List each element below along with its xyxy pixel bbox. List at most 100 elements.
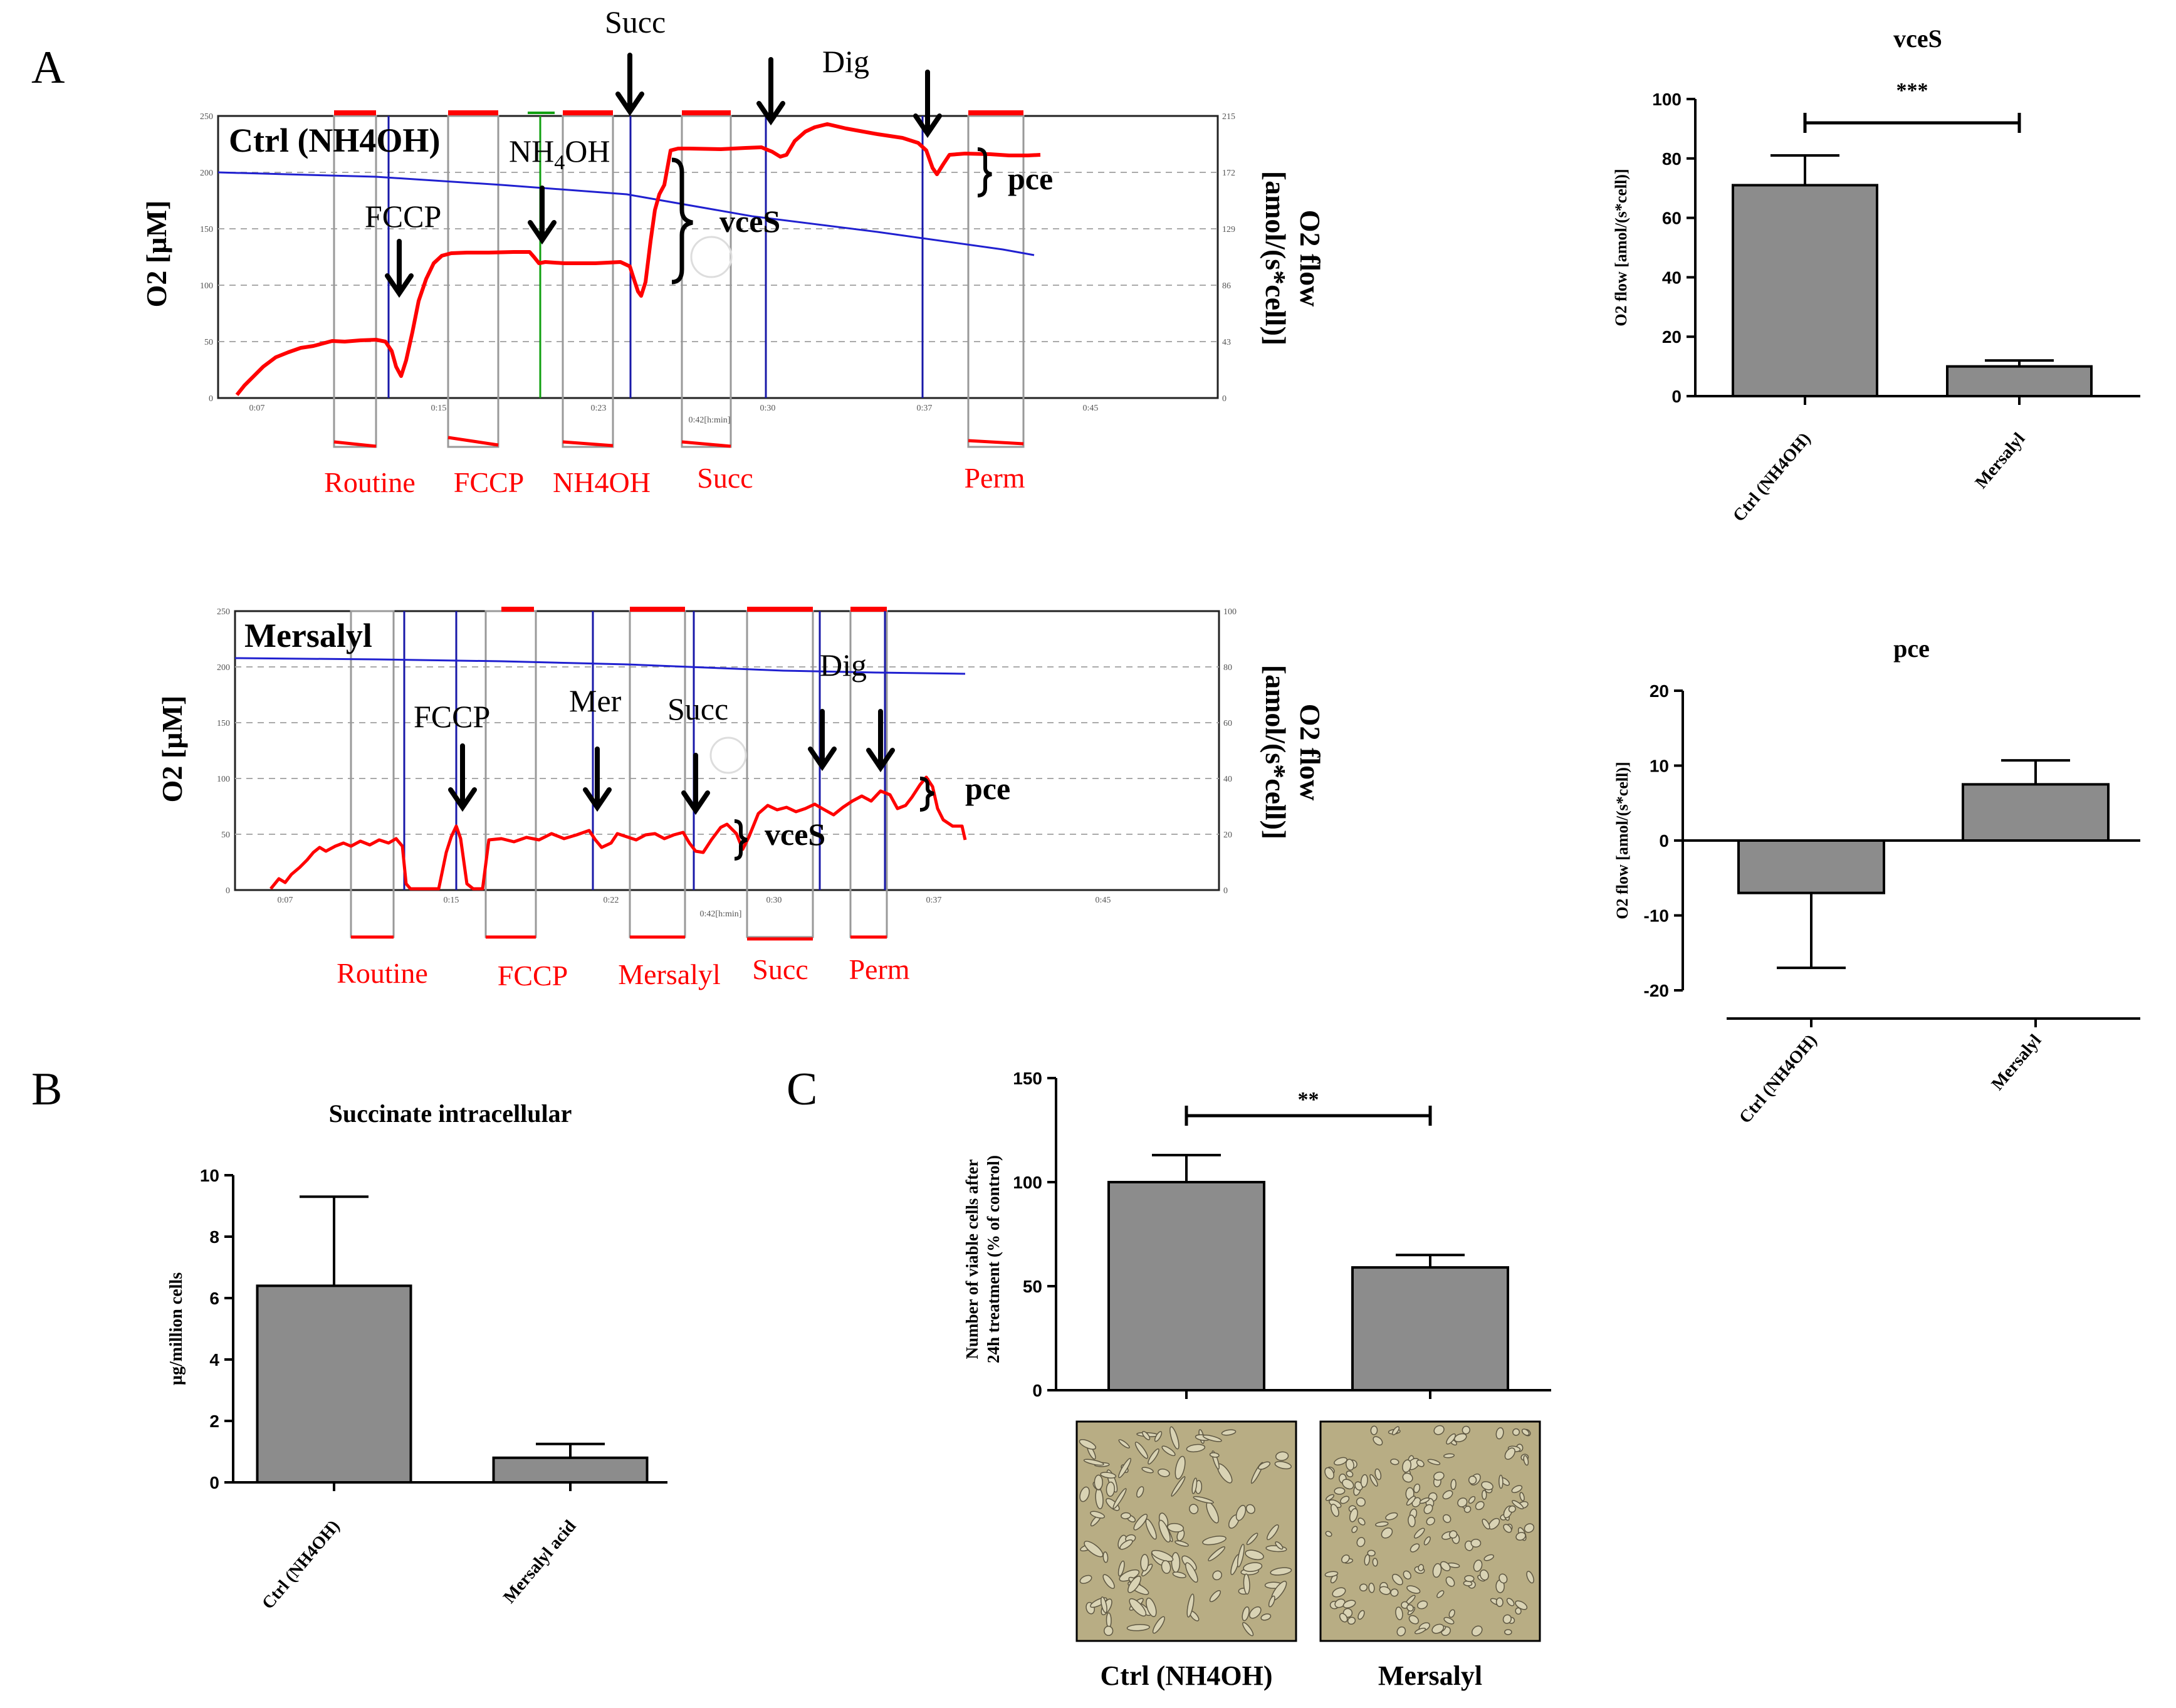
cell xyxy=(1508,1505,1516,1513)
cell xyxy=(1443,1616,1455,1625)
cell xyxy=(1266,1524,1279,1541)
cell xyxy=(1473,1559,1483,1572)
chart-succinate-ytick-label: 6 xyxy=(209,1289,219,1308)
cell xyxy=(1483,1554,1494,1561)
trace-ctrl: 250 200 150 100 50 0 215 172 129 86 43 0… xyxy=(140,4,1326,498)
chart-vces-ytick-label: 80 xyxy=(1662,149,1682,169)
cell xyxy=(1346,1470,1354,1477)
cell xyxy=(1151,1549,1174,1562)
mer-vces-bracket xyxy=(734,819,748,861)
cell xyxy=(1208,1546,1226,1561)
cell xyxy=(1379,1586,1391,1595)
mer-left-tick-50: 50 xyxy=(221,830,230,840)
cell xyxy=(1174,1455,1186,1480)
ctrl-mark-succ: Succ xyxy=(697,462,753,494)
cell xyxy=(1426,1517,1435,1526)
cell xyxy=(1419,1497,1430,1504)
cell xyxy=(1418,1564,1425,1571)
cell xyxy=(1186,1593,1195,1618)
cell xyxy=(1443,1453,1455,1459)
cell xyxy=(1341,1554,1350,1564)
micrographs: Ctrl (NH4OH) Mersalyl xyxy=(1075,1420,1541,1691)
cell xyxy=(1140,1554,1149,1571)
cell xyxy=(1482,1489,1487,1500)
ctrl-right-tick-86: 86 xyxy=(1222,281,1231,291)
mer-mark-fccp: FCCP xyxy=(498,960,568,992)
ctrl-right-tick-43: 43 xyxy=(1222,338,1231,347)
cell xyxy=(1481,1481,1493,1491)
cell xyxy=(1083,1459,1104,1466)
micrograph-ctrl-label: Ctrl (NH4OH) xyxy=(1101,1660,1273,1691)
cell xyxy=(1408,1514,1416,1527)
cell xyxy=(1340,1496,1350,1504)
panel-letter-c: C xyxy=(787,1064,817,1115)
chart-pce-ytick-label: 0 xyxy=(1659,831,1669,851)
chart-viable-ytick-label: 50 xyxy=(1023,1277,1042,1296)
cell xyxy=(1172,1571,1186,1578)
mer-mark-perm: Perm xyxy=(849,953,909,985)
ctrl-trace-name: Ctrl (NH4OH) xyxy=(229,122,440,159)
panel-letter-b: B xyxy=(31,1064,62,1115)
cell xyxy=(1237,1544,1245,1568)
mer-time-tick-4: 0:30 xyxy=(766,896,782,905)
mer-left-tick-200: 200 xyxy=(217,663,230,673)
cell xyxy=(1334,1457,1347,1466)
cell xyxy=(1246,1532,1258,1546)
cell xyxy=(1479,1569,1489,1581)
mer-right-tick-60: 60 xyxy=(1223,719,1232,728)
cell xyxy=(1118,1439,1130,1449)
cell xyxy=(1106,1612,1112,1628)
chart-succinate-category-1: Mersalyl acid xyxy=(500,1516,580,1607)
cell xyxy=(1375,1521,1389,1527)
chart-vces-ytick-label: 60 xyxy=(1662,209,1682,228)
chart-pce-bar-0 xyxy=(1737,839,1885,894)
chart-pce-category-0: Ctrl (NH4OH) xyxy=(1735,1031,1821,1128)
chart-pce-ytick-label: 20 xyxy=(1650,681,1669,701)
cell xyxy=(1433,1425,1445,1435)
cell xyxy=(1519,1492,1525,1502)
trace-ctrl-o2-flow xyxy=(235,122,1041,396)
micrograph-mersalyl-label: Mersalyl xyxy=(1378,1660,1482,1691)
cell xyxy=(1349,1508,1358,1522)
cell xyxy=(1403,1570,1411,1580)
chart-succinate-bar-0 xyxy=(256,1284,412,1484)
cell xyxy=(1118,1457,1132,1479)
chart-vces-significance: *** xyxy=(1896,79,1928,102)
cell xyxy=(1325,1494,1335,1501)
cell xyxy=(1369,1474,1378,1487)
chart-vces-category-0: Ctrl (NH4OH) xyxy=(1729,429,1814,526)
mer-time-tick-2: 0:15 xyxy=(444,896,459,905)
mer-right-tick-80: 80 xyxy=(1223,663,1232,673)
mer-time-unit: 0:42[h:min] xyxy=(700,909,742,919)
cell xyxy=(1186,1443,1206,1453)
cell xyxy=(1360,1474,1368,1488)
cell xyxy=(1370,1425,1378,1435)
ctrl-left-tick-200: 200 xyxy=(200,169,213,178)
chart-pce-ytick-label: -20 xyxy=(1644,981,1669,1000)
chart-vces-ytick-label: 20 xyxy=(1662,327,1682,347)
mer-mark-mersalyl: Mersalyl xyxy=(618,958,721,990)
cell xyxy=(1367,1549,1376,1557)
ctrl-time-tick-3: 0:23 xyxy=(591,404,607,413)
cell xyxy=(1502,1614,1512,1624)
cell xyxy=(1524,1523,1535,1533)
cell xyxy=(1193,1496,1214,1504)
cell xyxy=(1209,1452,1220,1458)
cell xyxy=(1453,1433,1467,1442)
cell xyxy=(1372,1558,1378,1567)
cell xyxy=(1390,1459,1399,1465)
cell xyxy=(1356,1497,1366,1507)
ctrl-right-tick-172: 172 xyxy=(1222,169,1235,178)
cell xyxy=(1142,1430,1151,1440)
chart-pce: pce -20 -10 0 10 20 O2 flow [amol/(s*cell)] Ctr… xyxy=(1613,634,2140,1128)
ctrl-mark-perm: Perm xyxy=(964,462,1025,494)
cell xyxy=(1462,1425,1470,1435)
cell xyxy=(1385,1512,1398,1521)
panel-letter-a: A xyxy=(31,42,65,93)
cell xyxy=(1471,1625,1483,1637)
cell xyxy=(1249,1606,1262,1619)
ctrl-left-tick-50: 50 xyxy=(204,338,213,347)
cell xyxy=(1499,1573,1508,1584)
ctrl-vces-bracket xyxy=(671,157,693,285)
cell xyxy=(1119,1539,1133,1550)
